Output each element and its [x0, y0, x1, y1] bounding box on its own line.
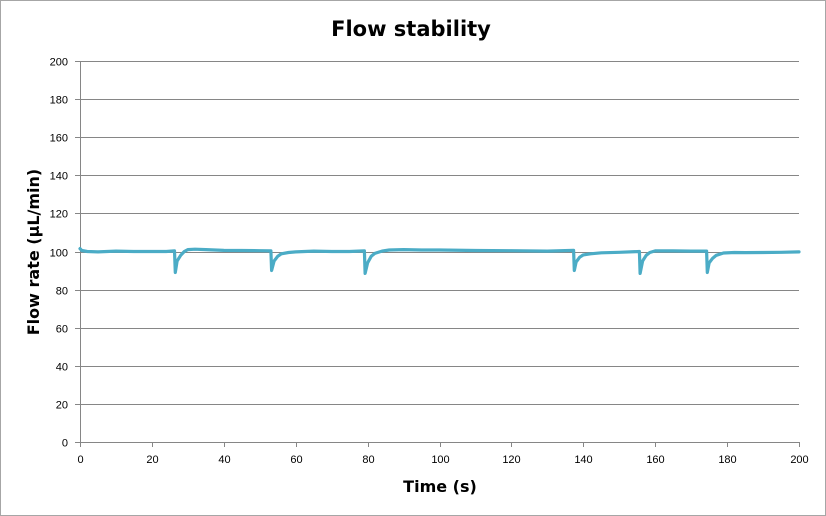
x-tick-label-0: 0: [77, 454, 83, 466]
y-tick-label-180: 180: [50, 95, 68, 107]
y-tick-label-20: 20: [56, 400, 68, 412]
y-tick-label-200: 200: [50, 57, 68, 69]
y-tick-label-100: 100: [50, 248, 68, 260]
x-tick-label-80: 80: [362, 454, 374, 466]
y-tick-label-120: 120: [50, 209, 68, 221]
y-tick-label-60: 60: [56, 324, 68, 336]
x-tick-label-180: 180: [718, 454, 736, 466]
y-tick-labels: 0 20 40 60 80 100 120 140 160 180 200: [50, 57, 68, 450]
x-tick-labels: 0 20 40 60 80 100 120 140 160 180 200: [77, 454, 808, 466]
x-tick-label-120: 120: [502, 454, 520, 466]
series-line: [78, 247, 801, 275]
x-tick-label-60: 60: [290, 454, 302, 466]
y-tick-label-40: 40: [56, 362, 68, 374]
x-tick-label-160: 160: [646, 454, 664, 466]
x-tick-label-140: 140: [574, 454, 592, 466]
chart-title: Flow stability: [331, 17, 491, 41]
x-tick-label-40: 40: [218, 454, 230, 466]
grid-lines: [80, 61, 799, 405]
y-tick-label-80: 80: [56, 286, 68, 298]
y-axis-title: Flow rate (µL/min): [24, 169, 43, 336]
y-tick-label-140: 140: [50, 171, 68, 183]
axes: [75, 61, 800, 447]
x-tick-label-100: 100: [431, 454, 449, 466]
y-tick-label-0: 0: [62, 438, 68, 450]
x-tick-label-200: 200: [790, 454, 808, 466]
y-tick-label-160: 160: [50, 133, 68, 145]
x-axis-title: Time (s): [403, 477, 477, 496]
x-tick-label-20: 20: [146, 454, 158, 466]
